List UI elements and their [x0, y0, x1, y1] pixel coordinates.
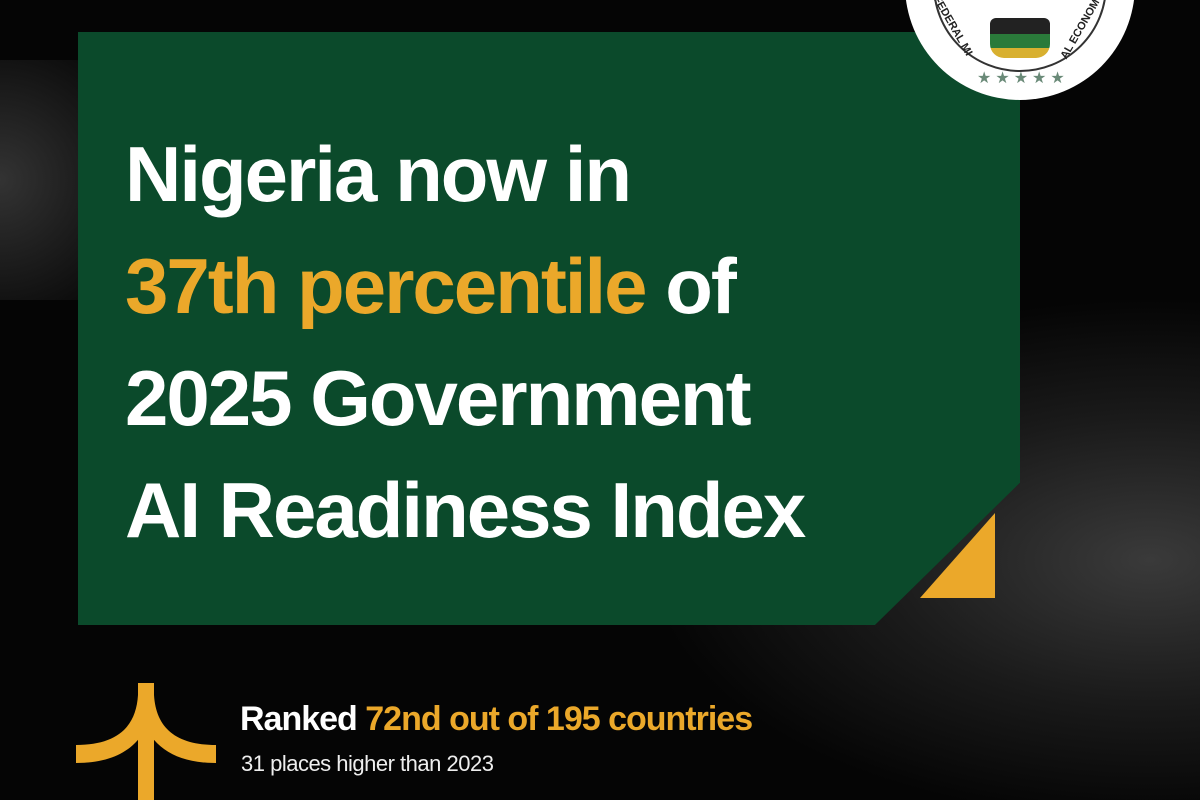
rank-label: Ranked: [240, 700, 358, 738]
headline-line2-rest: of: [645, 242, 737, 330]
rank-subtext: 31 places higher than 2023: [241, 751, 494, 776]
headline-card: [78, 32, 1020, 625]
headline-line1: Nigeria now in: [125, 130, 632, 218]
headline-line4: AI Readiness Index: [125, 466, 806, 554]
seal-stars: ★★★★★: [977, 70, 1069, 87]
headline-line3: 2025 Government: [125, 354, 752, 442]
headline-highlight: 37th percentile: [125, 242, 648, 330]
arrow-up-icon: [76, 683, 216, 800]
coat-of-arms-icon: [990, 18, 1050, 58]
rank-statement: Ranked 72nd out of 195 countries: [240, 700, 753, 739]
rank-value: 72nd out of 195 countries: [356, 700, 753, 738]
headline: Nigeria now in 37th percentile of 2025 G…: [125, 118, 806, 566]
